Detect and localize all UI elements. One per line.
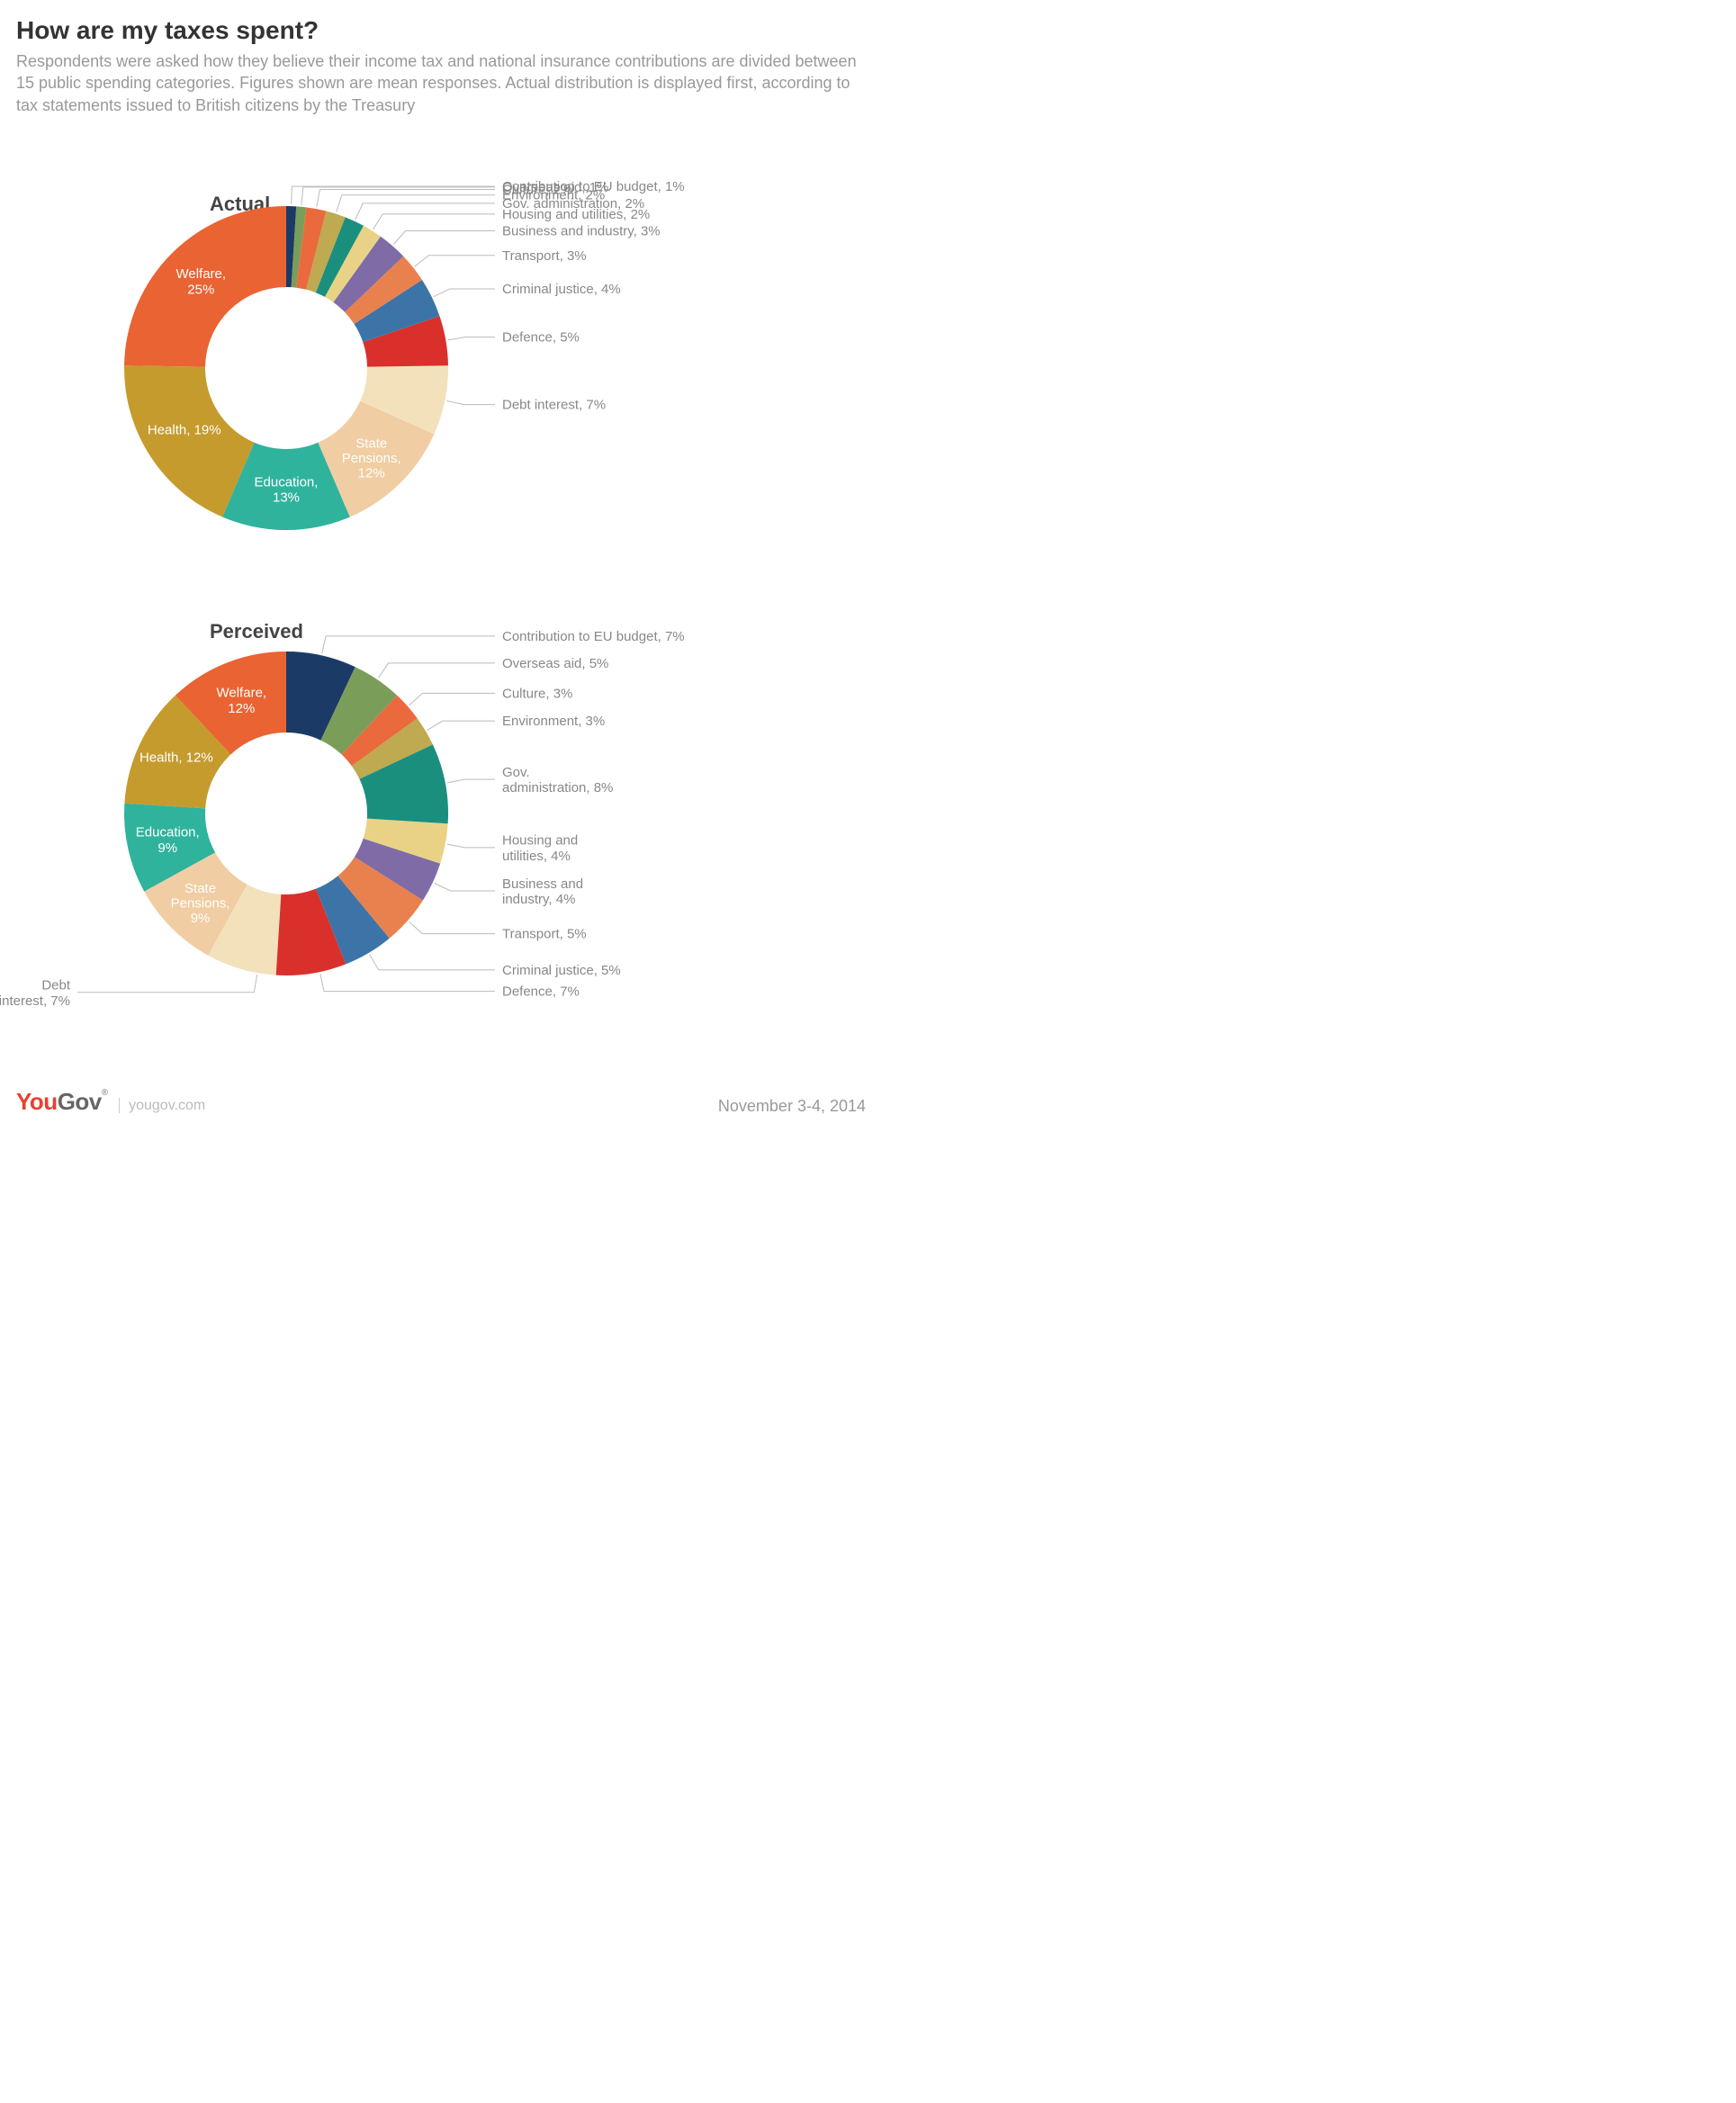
label-housing: Housing andutilities, 4% — [502, 832, 578, 863]
donut-perceived: Welfare,12%Health, 12%Education,9%StateP… — [16, 611, 862, 1034]
logo: YouGov® yougov.com — [16, 1088, 205, 1116]
leader-culture — [317, 189, 495, 207]
leader-business — [435, 883, 495, 891]
page-subtitle: Respondents were asked how they believe … — [16, 50, 866, 116]
footer-date: November 3-4, 2014 — [718, 1097, 866, 1116]
label-transport: Transport, 3% — [502, 248, 587, 264]
leader-transport — [415, 256, 495, 266]
leader-debt — [77, 975, 257, 993]
label-govadmin: Gov.administration, 8% — [502, 765, 613, 795]
donut-actual: Welfare,25%Health, 19%Education,13%State… — [16, 152, 862, 575]
label-business: Business and industry, 3% — [502, 223, 661, 238]
leader-transport — [409, 921, 495, 933]
logo-site: yougov.com — [119, 1098, 205, 1113]
leader-culture — [409, 693, 495, 705]
leader-justice — [370, 955, 495, 970]
label-transport: Transport, 5% — [502, 926, 587, 941]
label-debt: Debtinterest, 7% — [0, 977, 71, 1008]
leader-business — [393, 230, 495, 244]
label-overseas: Overseas aid, 5% — [502, 656, 608, 671]
chart-perceived: Perceived Welfare,12%Health, 12%Educatio… — [16, 611, 862, 1034]
chart-actual: Actual Welfare,25%Health, 19%Education,1… — [16, 152, 862, 575]
label-justice: Criminal justice, 5% — [502, 963, 621, 978]
page-title: How are my taxes spent? — [16, 16, 866, 45]
leader-housing — [373, 214, 495, 229]
leader-overseas — [378, 663, 495, 679]
label-defence: Defence, 7% — [502, 984, 580, 999]
label-debt: Debt interest, 7% — [502, 397, 606, 412]
label-eu: Contribution to EU budget, 7% — [502, 629, 685, 644]
leader-govadmin — [447, 779, 495, 783]
label-culture: Culture, 3% — [502, 686, 572, 701]
label-inside-health: Health, 12% — [139, 750, 213, 765]
label-justice: Criminal justice, 4% — [502, 282, 621, 297]
leader-justice — [434, 289, 495, 297]
logo-you: You — [16, 1088, 58, 1115]
logo-gov: Gov — [58, 1088, 102, 1115]
leader-defence — [447, 337, 495, 340]
label-env: Environment, 3% — [502, 714, 605, 729]
leader-debt — [446, 400, 495, 404]
label-business: Business andindustry, 4% — [502, 876, 583, 907]
leader-govadmin — [355, 203, 495, 220]
label-inside-health: Health, 19% — [148, 422, 221, 437]
label-defence: Defence, 5% — [502, 330, 580, 346]
leader-env — [427, 721, 495, 730]
leader-defence — [320, 974, 495, 992]
logo-tm: ® — [102, 1088, 108, 1098]
leader-eu — [322, 636, 495, 654]
leader-housing — [447, 844, 495, 848]
label-eu: Contribution to EU budget, 1% — [502, 179, 685, 194]
footer: YouGov® yougov.com November 3-4, 2014 — [16, 1079, 866, 1116]
